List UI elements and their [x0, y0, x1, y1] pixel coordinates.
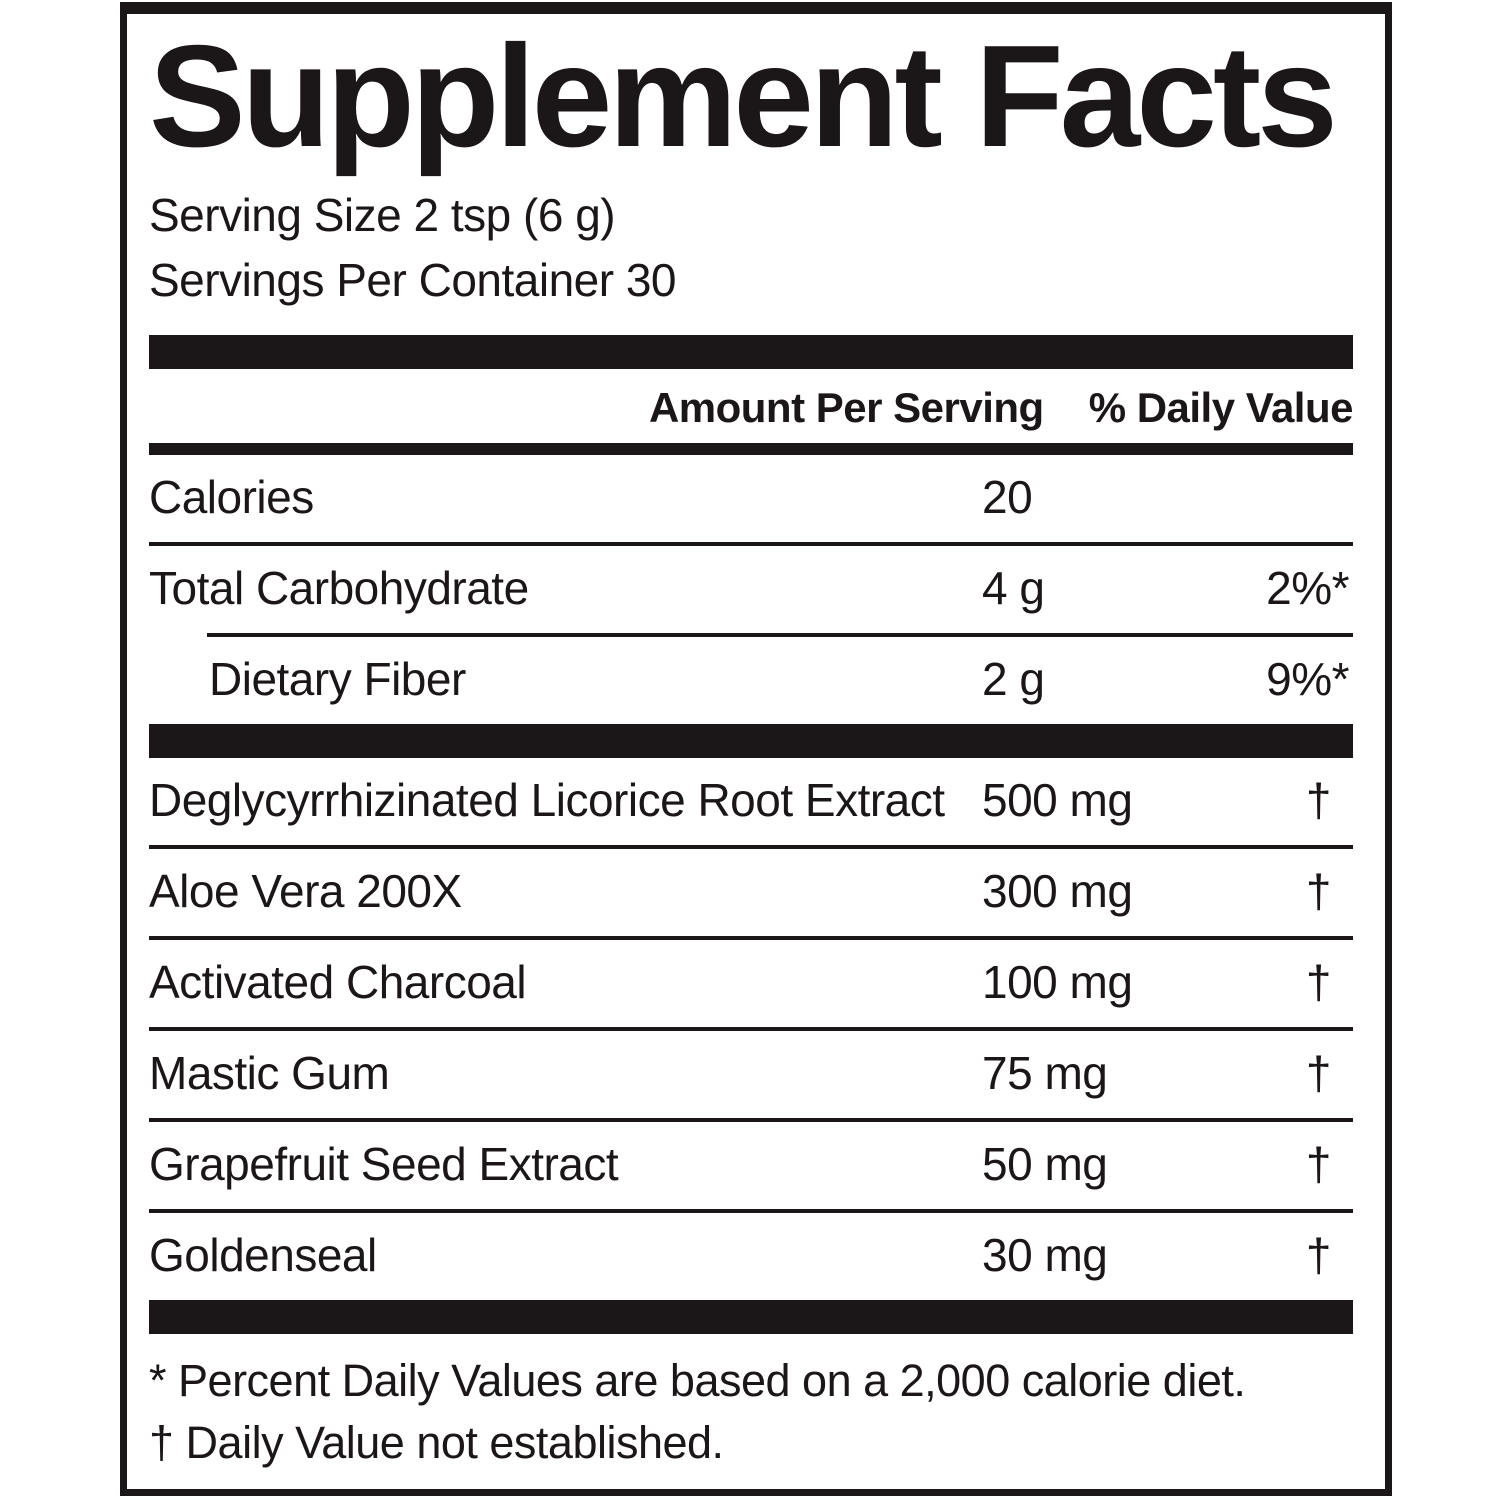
nutrient-daily-value: † — [1305, 1138, 1332, 1190]
nutrient-daily-value: 2%* — [1266, 562, 1349, 614]
row-divider-line — [149, 936, 1353, 940]
nutrient-amount: 50 mg — [982, 1138, 1108, 1190]
amount-column-header: Amount Per Serving — [648, 384, 1044, 431]
asterisk-marker: * — [149, 1355, 167, 1406]
nutrient-name: Total Carbohydrate — [149, 562, 529, 614]
nutrient-daily-value: 9%* — [1266, 653, 1349, 705]
servings-per-container: Servings Per Container 30 — [149, 254, 677, 306]
nutrient-name: Mastic Gum — [149, 1047, 390, 1099]
nutrient-name: Activated Charcoal — [149, 956, 527, 1008]
nutrient-daily-value: † — [1305, 956, 1332, 1008]
row-divider-line — [149, 1209, 1353, 1213]
footnote-daily-values: * Percent Daily Values are based on a 2,… — [149, 1350, 1353, 1412]
section-divider-bar — [149, 724, 1353, 758]
row-divider-line — [149, 845, 1353, 849]
footnote-not-established: † Daily Value not established. — [149, 1412, 1353, 1474]
nutrient-name: Deglycyrrhizinated Licorice Root Extract — [149, 774, 945, 826]
nutrient-row: Deglycyrrhizinated Licorice Root Extract… — [149, 758, 1353, 845]
daily-value-column-header: % Daily Value — [1088, 384, 1354, 431]
nutrient-row: Dietary Fiber 2 g 9%* — [149, 637, 1353, 724]
nutrient-name: Calories — [149, 471, 314, 523]
nutrient-name: Aloe Vera 200X — [149, 865, 462, 917]
nutrient-daily-value: † — [1305, 1047, 1332, 1099]
panel-title: Supplement Facts — [149, 15, 1338, 177]
nutrient-daily-value: † — [1305, 865, 1332, 917]
nutrient-name: Dietary Fiber — [209, 653, 466, 705]
row-divider-line — [149, 542, 1353, 546]
nutrient-row: Calories 20 — [149, 455, 1353, 542]
header-underline — [149, 443, 1353, 455]
nutrient-row: Total Carbohydrate 4 g 2%* — [149, 546, 1353, 633]
supplement-facts-panel: Supplement Facts Serving Size 2 tsp (6 g… — [120, 2, 1392, 1496]
nutrient-row: Grapefruit Seed Extract 50 mg † — [149, 1122, 1353, 1209]
footnote-daily-values-text: Percent Daily Values are based on a 2,00… — [178, 1355, 1246, 1406]
nutrient-amount: 20 — [982, 471, 1033, 523]
nutrient-row: Activated Charcoal 100 mg † — [149, 940, 1353, 1027]
footnotes: * Percent Daily Values are based on a 2,… — [149, 1350, 1353, 1474]
nutrient-amount: 2 g — [982, 653, 1045, 705]
section-divider-bar — [149, 1300, 1353, 1334]
row-divider-line — [149, 1118, 1353, 1122]
nutrient-amount: 300 mg — [982, 865, 1133, 917]
row-divider-line — [149, 1027, 1353, 1031]
dagger-marker: † — [149, 1417, 174, 1468]
nutrient-row: Goldenseal 30 mg † — [149, 1213, 1353, 1300]
nutrient-daily-value: † — [1305, 774, 1332, 826]
nutrient-row: Mastic Gum 75 mg † — [149, 1031, 1353, 1118]
column-headers: Amount Per Serving % Daily Value — [149, 369, 1354, 443]
nutrient-name: Goldenseal — [149, 1229, 377, 1281]
nutrient-rows: Calories 20 Total Carbohydrate 4 g 2%* D… — [149, 455, 1353, 1334]
nutrient-daily-value: † — [1305, 1229, 1332, 1281]
row-divider-line — [207, 633, 1353, 637]
nutrient-amount: 4 g — [982, 562, 1045, 614]
footnote-not-established-text: Daily Value not established. — [185, 1417, 725, 1468]
nutrient-amount: 30 mg — [982, 1229, 1108, 1281]
section-divider-bar-top — [149, 335, 1353, 369]
nutrient-row: Aloe Vera 200X 300 mg † — [149, 849, 1353, 936]
nutrient-amount: 500 mg — [982, 774, 1133, 826]
nutrient-amount: 75 mg — [982, 1047, 1108, 1099]
nutrient-amount: 100 mg — [982, 956, 1133, 1008]
serving-size: Serving Size 2 tsp (6 g) — [149, 189, 616, 241]
nutrient-name: Grapefruit Seed Extract — [149, 1138, 619, 1190]
